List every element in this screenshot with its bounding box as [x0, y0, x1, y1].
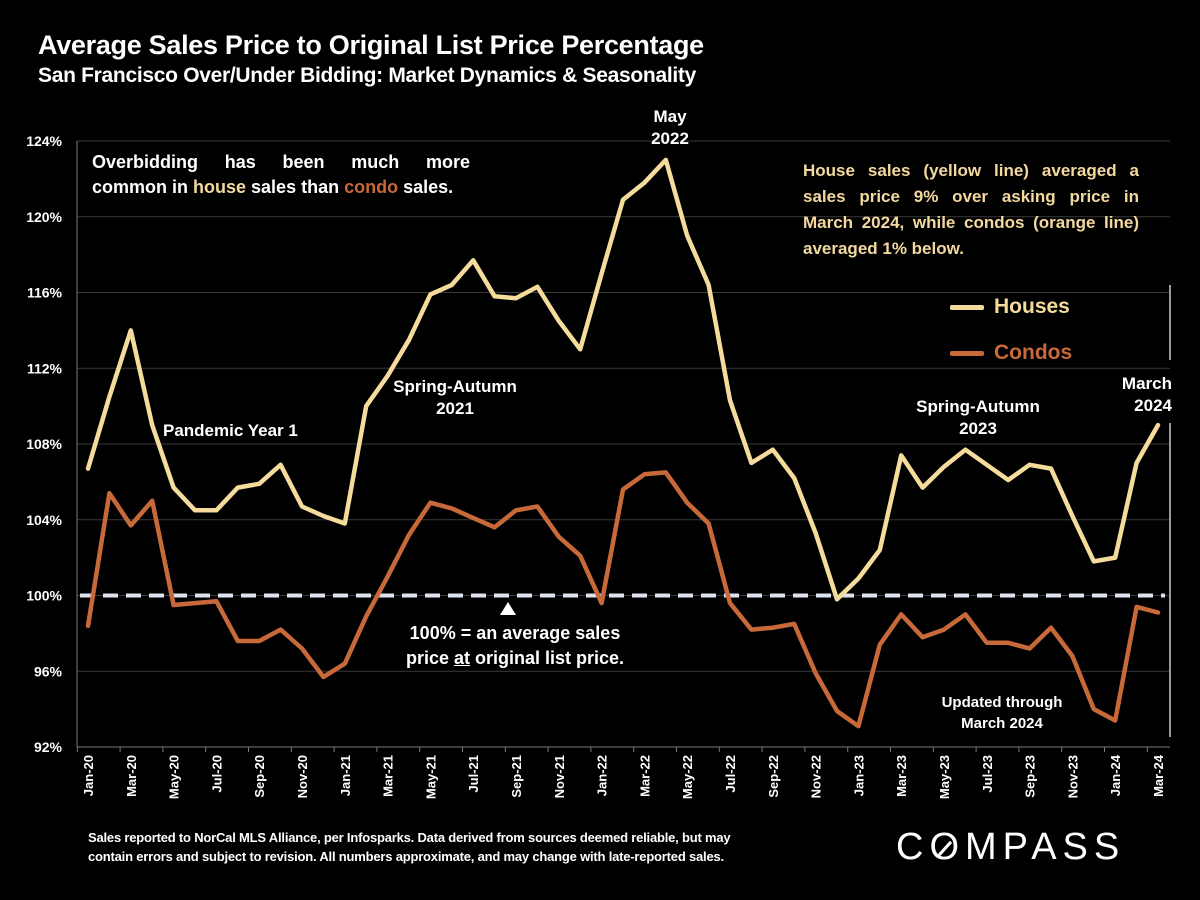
houses-swatch-icon [950, 304, 984, 310]
series-line-houses [85, 157, 1161, 602]
footnote-line: contain errors and subject to revision. … [88, 849, 724, 864]
y-tick-label: 116% [27, 285, 63, 301]
text-fragment: price [405, 648, 454, 668]
logo-text: C [896, 826, 930, 868]
y-tick-label: 104% [26, 512, 62, 528]
overbidding-annotation: Overbidding has been much more common in… [92, 150, 470, 200]
x-tick-label: Jan-23 [851, 755, 866, 796]
may-2022-label: May 2022 [630, 106, 710, 150]
x-tick-label: May-22 [680, 755, 695, 799]
x-tick-label: Jan-21 [338, 755, 353, 796]
legend-label-houses: Houses [994, 295, 1070, 318]
axes [76, 141, 1171, 752]
x-tick-label: Jul-23 [980, 755, 995, 793]
y-tick-label: 100% [26, 588, 62, 604]
updated-through-label: Updated through March 2024 [922, 692, 1082, 734]
x-tick-label: May-23 [937, 755, 952, 799]
label-line: Updated through [941, 694, 1063, 711]
march-2024-label: March 2024 [1100, 373, 1172, 417]
x-tick-label: May-21 [423, 755, 438, 799]
x-tick-labels: Jan-20 Mar-20 May-20 Jul-20 Sep-20 Nov-20 Jan-… [81, 754, 1166, 799]
overbidding-line2: common in house sales than condo sales. [92, 175, 470, 200]
logo-o-slash-icon: O [929, 826, 966, 868]
march-2024-summary: House sales (yellow line) averaged a sal… [803, 161, 1139, 258]
y-tick-label: 112% [27, 360, 63, 376]
label-line: Spring-Autumn [916, 397, 1040, 416]
x-tick-label: Mar-21 [381, 755, 396, 797]
chart-subtitle: San Francisco Over/Under Bidding: Market… [38, 64, 696, 87]
x-tick-label: Nov-22 [809, 755, 824, 798]
house-highlight: house [193, 177, 247, 197]
y-tick-label: 92% [34, 739, 63, 755]
overbidding-line1: Overbidding has been much more [92, 152, 470, 172]
spring-autumn-2021-label: Spring-Autumn 2021 [390, 376, 520, 420]
baseline-arrow-icon [500, 602, 516, 615]
baseline-explanation: 100% = an average sales price at origina… [395, 621, 635, 671]
y-tick-labels: 92% 96% 100% 104% 108% 112% 116% 120% 124% [26, 133, 62, 755]
pandemic-year-1-label: Pandemic Year 1 [163, 421, 298, 440]
label-line: price at original list price. [395, 646, 635, 671]
text-fragment: original list price. [470, 648, 625, 668]
at-underlined: at [453, 648, 470, 668]
label-line: March 2024 [961, 715, 1043, 732]
label-line: 2021 [436, 399, 474, 418]
x-tick-label: Jul-20 [209, 755, 224, 793]
chart-legend: Houses Condos [950, 284, 1072, 376]
legend-item-condos: Condos [950, 330, 1072, 376]
label-line: March [1121, 374, 1172, 393]
legend-label-condos: Condos [994, 341, 1073, 364]
source-footnote: Sales reported to NorCal MLS Alliance, p… [88, 828, 731, 866]
label-line: 2022 [651, 129, 689, 148]
x-tick-label: Jan-24 [1108, 754, 1123, 796]
x-tick-label: Nov-21 [552, 755, 567, 798]
x-tick-label: Jul-21 [466, 755, 481, 793]
footnote-line: Sales reported to NorCal MLS Alliance, p… [88, 830, 731, 845]
x-tick-label: Mar-20 [124, 755, 139, 797]
text-fragment: sales. [398, 177, 454, 197]
condos-swatch-icon [950, 350, 984, 356]
x-tick-label: Sep-23 [1023, 755, 1038, 798]
x-tick-label: Mar-24 [1151, 754, 1166, 797]
y-tick-label: 108% [26, 436, 62, 452]
y-tick-label: 124% [26, 133, 62, 149]
spring-autumn-2023-label: Spring-Autumn 2023 [910, 396, 1046, 440]
x-tick-label: Sep-20 [252, 755, 267, 798]
label-line: 2024 [1134, 396, 1172, 415]
logo-text: MPASS [965, 826, 1126, 868]
x-tick-label: Nov-23 [1065, 755, 1080, 798]
series-lines [85, 157, 1161, 729]
label-line: 2023 [959, 419, 997, 438]
x-tick-label: Mar-22 [637, 755, 652, 797]
x-tick-label: Sep-21 [509, 755, 524, 798]
condo-highlight: condo [344, 177, 399, 197]
x-tick-label: May-20 [167, 755, 182, 799]
x-tick-label: Jul-22 [723, 755, 738, 793]
x-tick-label: Jan-20 [81, 755, 96, 796]
text-fragment: sales than [246, 177, 345, 197]
text-fragment: common in [92, 177, 194, 197]
series-line-condos [85, 470, 1161, 729]
label-line: May [653, 107, 687, 126]
x-tick-label: Nov-20 [295, 755, 310, 798]
x-tick-label: Jan-22 [595, 755, 610, 796]
x-tick-label: Mar-23 [894, 755, 909, 797]
label-line: Spring-Autumn [393, 377, 517, 396]
legend-item-houses: Houses [950, 284, 1072, 330]
chart-title: Average Sales Price to Original List Pri… [38, 30, 704, 60]
y-tick-label: 96% [34, 663, 63, 679]
x-tick-label: Sep-22 [766, 755, 781, 798]
y-tick-label: 120% [26, 209, 62, 225]
label-line: 100% = an average sales [409, 623, 621, 643]
compass-logo: COMPASS [896, 826, 1125, 869]
